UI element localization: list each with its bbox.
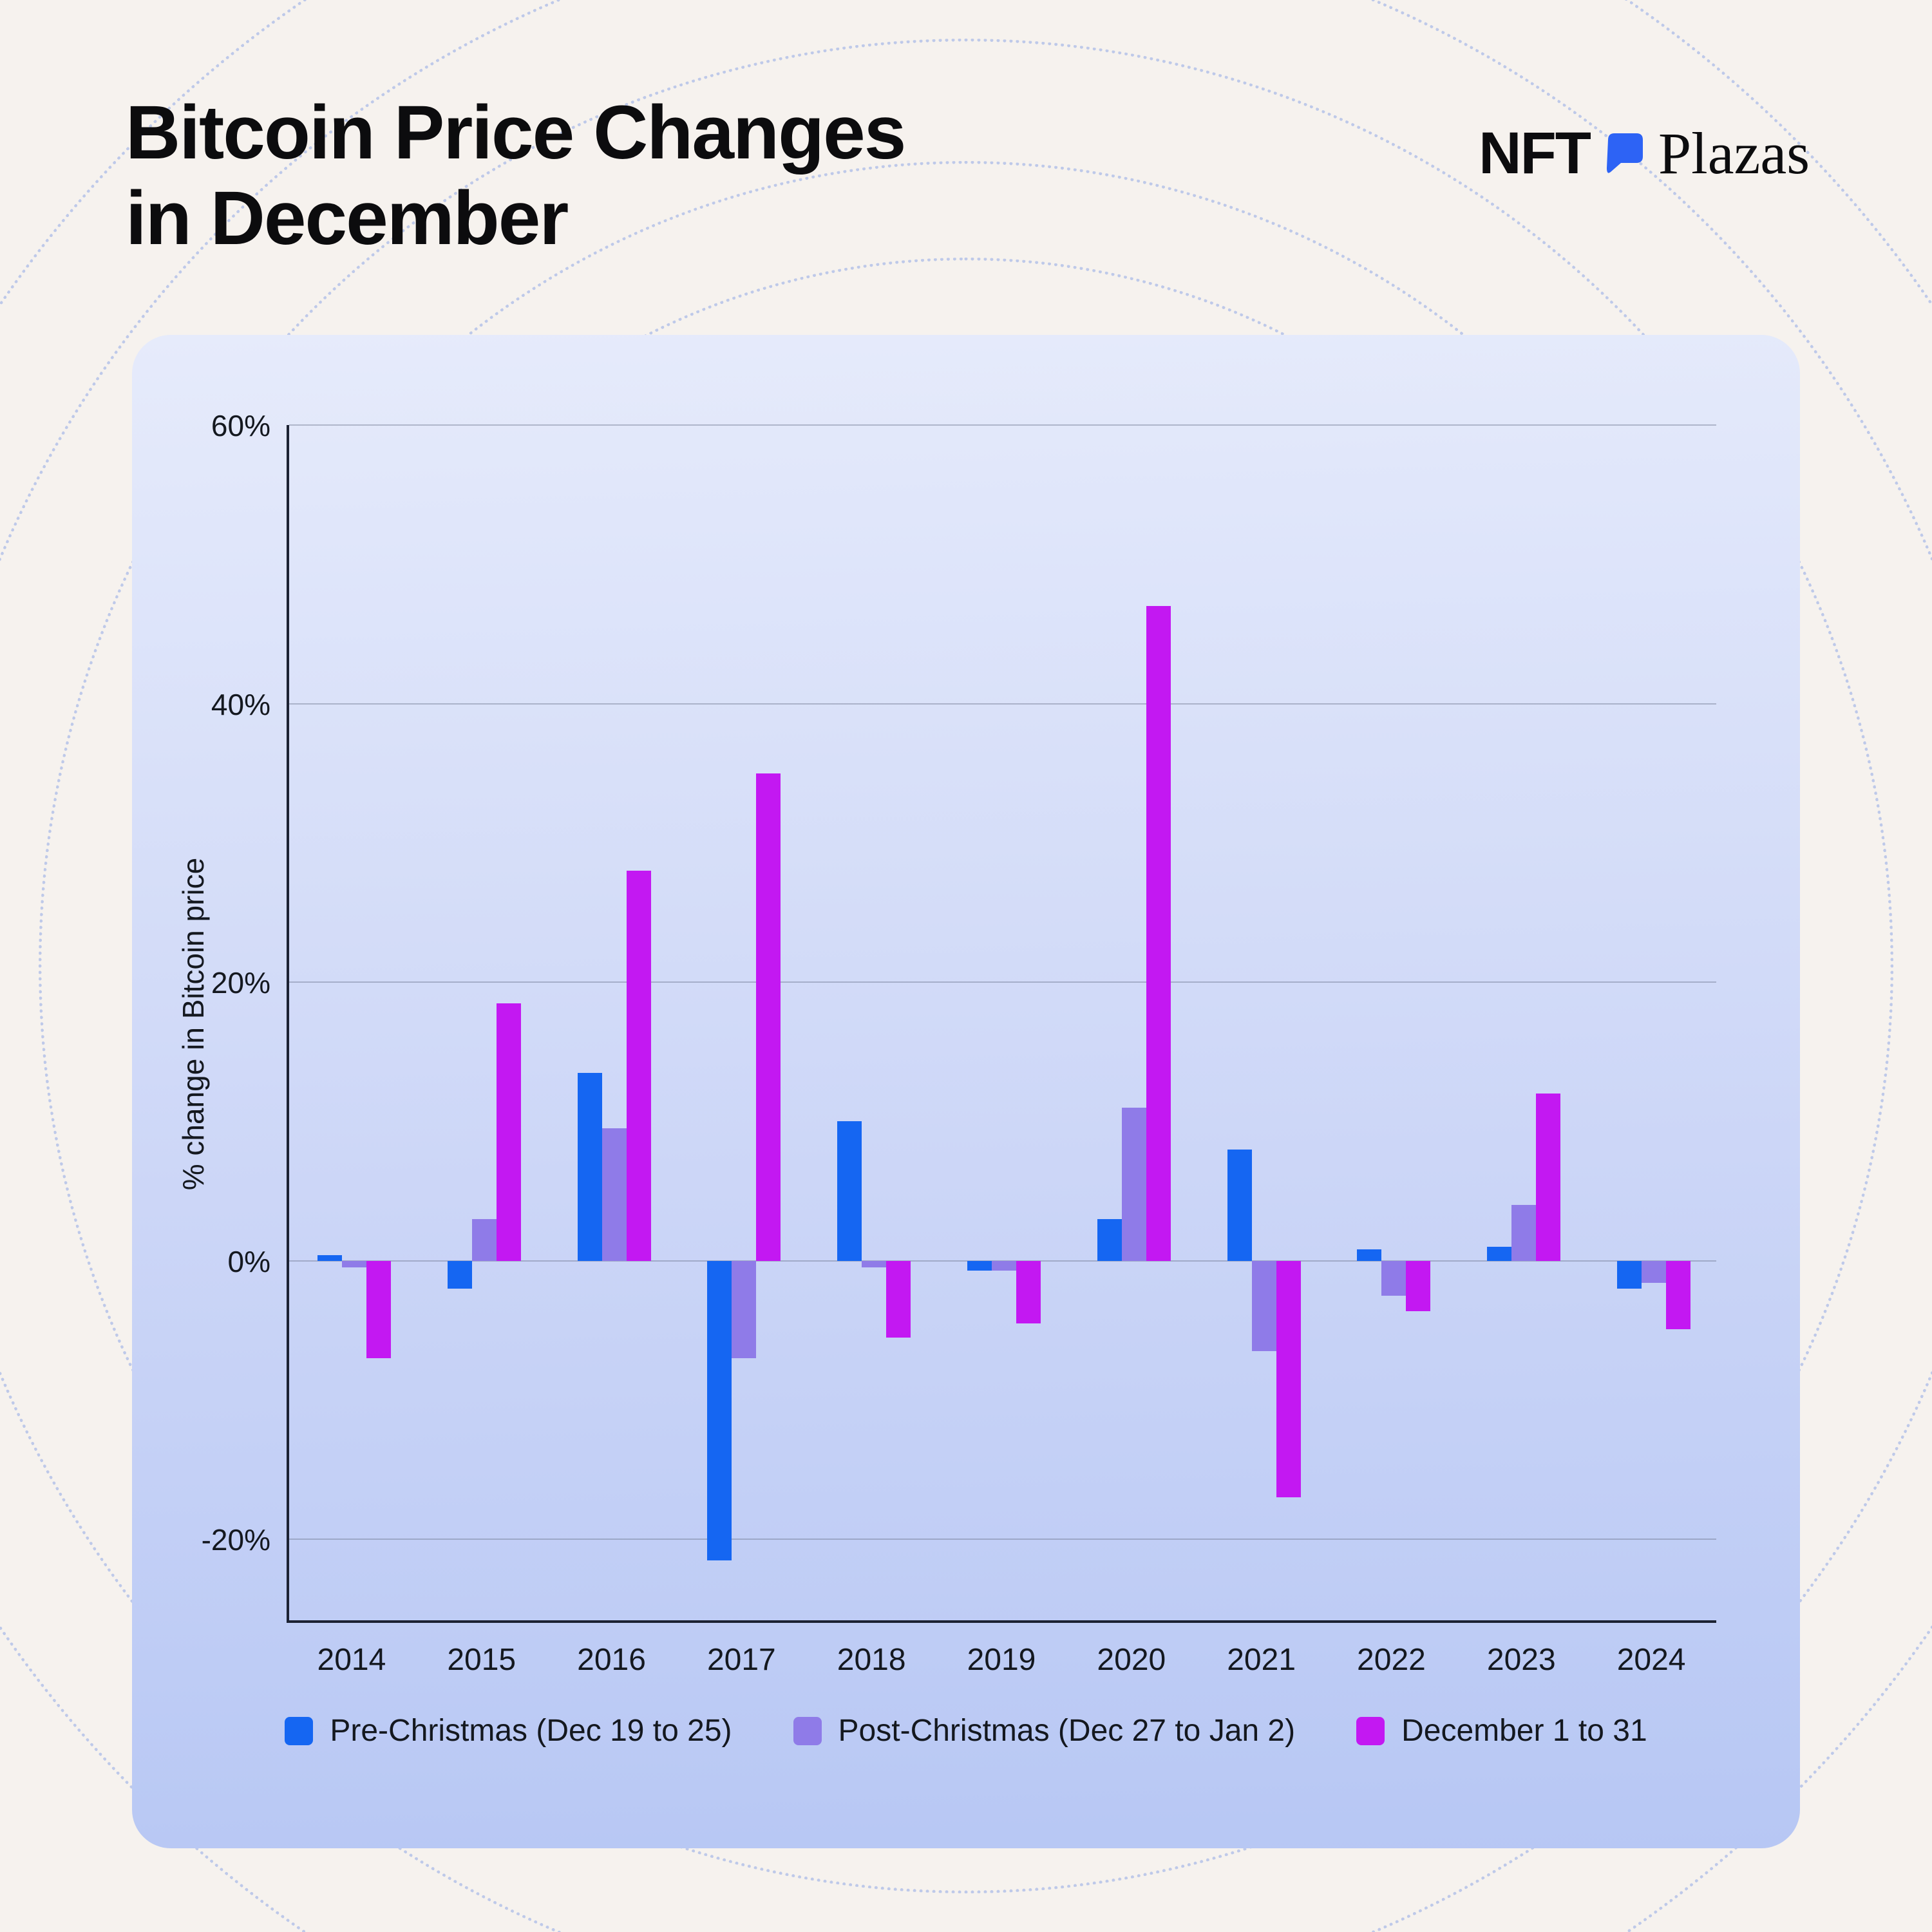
y-tick-label: 40% bbox=[211, 687, 270, 721]
bar-2019-series3 bbox=[1016, 1260, 1041, 1323]
x-tick-label-2022: 2022 bbox=[1357, 1643, 1426, 1677]
y-tick-label: -20% bbox=[201, 1523, 270, 1557]
legend-swatch bbox=[285, 1716, 314, 1745]
bar-2016-series1 bbox=[577, 1072, 602, 1261]
gridline-20 bbox=[289, 981, 1716, 983]
bar-2017-series3 bbox=[756, 773, 781, 1261]
bar-2017-series2 bbox=[732, 1260, 757, 1359]
bar-2022-series2 bbox=[1381, 1260, 1406, 1296]
bar-2021-series2 bbox=[1251, 1260, 1276, 1352]
x-tick-label-2018: 2018 bbox=[837, 1643, 906, 1677]
legend-label: Post-Christmas (Dec 27 to Jan 2) bbox=[838, 1714, 1296, 1748]
x-tick-label-2024: 2024 bbox=[1616, 1643, 1686, 1677]
bar-2023-series1 bbox=[1487, 1247, 1512, 1261]
plot-area bbox=[287, 424, 1716, 1623]
bar-2024-series3 bbox=[1666, 1260, 1691, 1329]
bar-2020-series1 bbox=[1097, 1218, 1122, 1261]
bar-2024-series2 bbox=[1642, 1260, 1667, 1283]
bar-2017-series1 bbox=[707, 1260, 732, 1560]
bar-2020-series3 bbox=[1146, 606, 1171, 1261]
bar-2019-series2 bbox=[992, 1260, 1016, 1271]
legend: Pre-Christmas (Dec 19 to 25) Post-Christm… bbox=[132, 1713, 1800, 1748]
bar-2022-series3 bbox=[1406, 1260, 1431, 1311]
bar-2018-series2 bbox=[862, 1260, 887, 1268]
y-axis-title: % change in Bitcoin price bbox=[176, 857, 210, 1191]
bar-2021-series3 bbox=[1276, 1260, 1301, 1498]
logo-nft-text: NFT bbox=[1479, 120, 1591, 186]
legend-label: December 1 to 31 bbox=[1401, 1714, 1647, 1748]
page-title: Bitcoin Price Changes in December bbox=[126, 90, 906, 262]
legend-swatch bbox=[1356, 1716, 1385, 1745]
legend-item-3: December 1 to 31 bbox=[1356, 1713, 1647, 1748]
bar-2015-series1 bbox=[447, 1260, 472, 1289]
bar-2022-series1 bbox=[1357, 1249, 1382, 1261]
nft-plazas-logo: NFT Plazas bbox=[1479, 119, 1810, 187]
x-tick-label-2016: 2016 bbox=[577, 1643, 646, 1677]
logo-plazas-text: Plazas bbox=[1658, 120, 1810, 186]
bar-2016-series2 bbox=[601, 1128, 627, 1261]
bar-2020-series2 bbox=[1121, 1107, 1146, 1261]
y-tick-label: 60% bbox=[211, 409, 270, 442]
x-tick-label-2023: 2023 bbox=[1486, 1643, 1556, 1677]
x-tick-label-2019: 2019 bbox=[967, 1643, 1036, 1677]
bar-2018-series1 bbox=[837, 1121, 862, 1261]
page-title-line2: in December bbox=[126, 176, 569, 261]
bar-2019-series1 bbox=[967, 1260, 992, 1271]
bar-2018-series3 bbox=[886, 1260, 911, 1338]
bar-2014-series3 bbox=[366, 1260, 391, 1359]
bar-2014-series1 bbox=[317, 1255, 342, 1261]
legend-item-2: Post-Christmas (Dec 27 to Jan 2) bbox=[793, 1713, 1296, 1748]
bar-2014-series2 bbox=[341, 1260, 366, 1268]
bar-2021-series1 bbox=[1227, 1149, 1252, 1261]
y-tick-label: 20% bbox=[211, 966, 270, 1000]
x-tick-label-2017: 2017 bbox=[706, 1643, 776, 1677]
gridline-60 bbox=[289, 424, 1716, 426]
page-title-line1: Bitcoin Price Changes bbox=[126, 90, 906, 175]
x-tick-label-2020: 2020 bbox=[1097, 1643, 1166, 1677]
gridline-40 bbox=[289, 703, 1716, 705]
chart-panel: % change in Bitcoin price 60% 40% 20% 0% -20… bbox=[132, 335, 1800, 1848]
y-tick-label: 0% bbox=[227, 1244, 270, 1278]
gridline--20 bbox=[289, 1539, 1716, 1540]
x-tick-label-2015: 2015 bbox=[447, 1643, 516, 1677]
logo-shield-icon bbox=[1599, 128, 1649, 178]
bar-2015-series2 bbox=[471, 1218, 497, 1261]
bar-2024-series1 bbox=[1617, 1260, 1642, 1289]
bar-2015-series3 bbox=[496, 1003, 521, 1261]
x-tick-label-2014: 2014 bbox=[317, 1643, 386, 1677]
bar-2016-series3 bbox=[626, 871, 651, 1261]
x-tick-label-2021: 2021 bbox=[1227, 1643, 1296, 1677]
bar-2023-series2 bbox=[1511, 1205, 1537, 1261]
legend-item-1: Pre-Christmas (Dec 19 to 25) bbox=[285, 1713, 732, 1748]
bar-2023-series3 bbox=[1536, 1094, 1561, 1261]
legend-label: Pre-Christmas (Dec 19 to 25) bbox=[330, 1714, 732, 1748]
legend-swatch bbox=[793, 1716, 822, 1745]
